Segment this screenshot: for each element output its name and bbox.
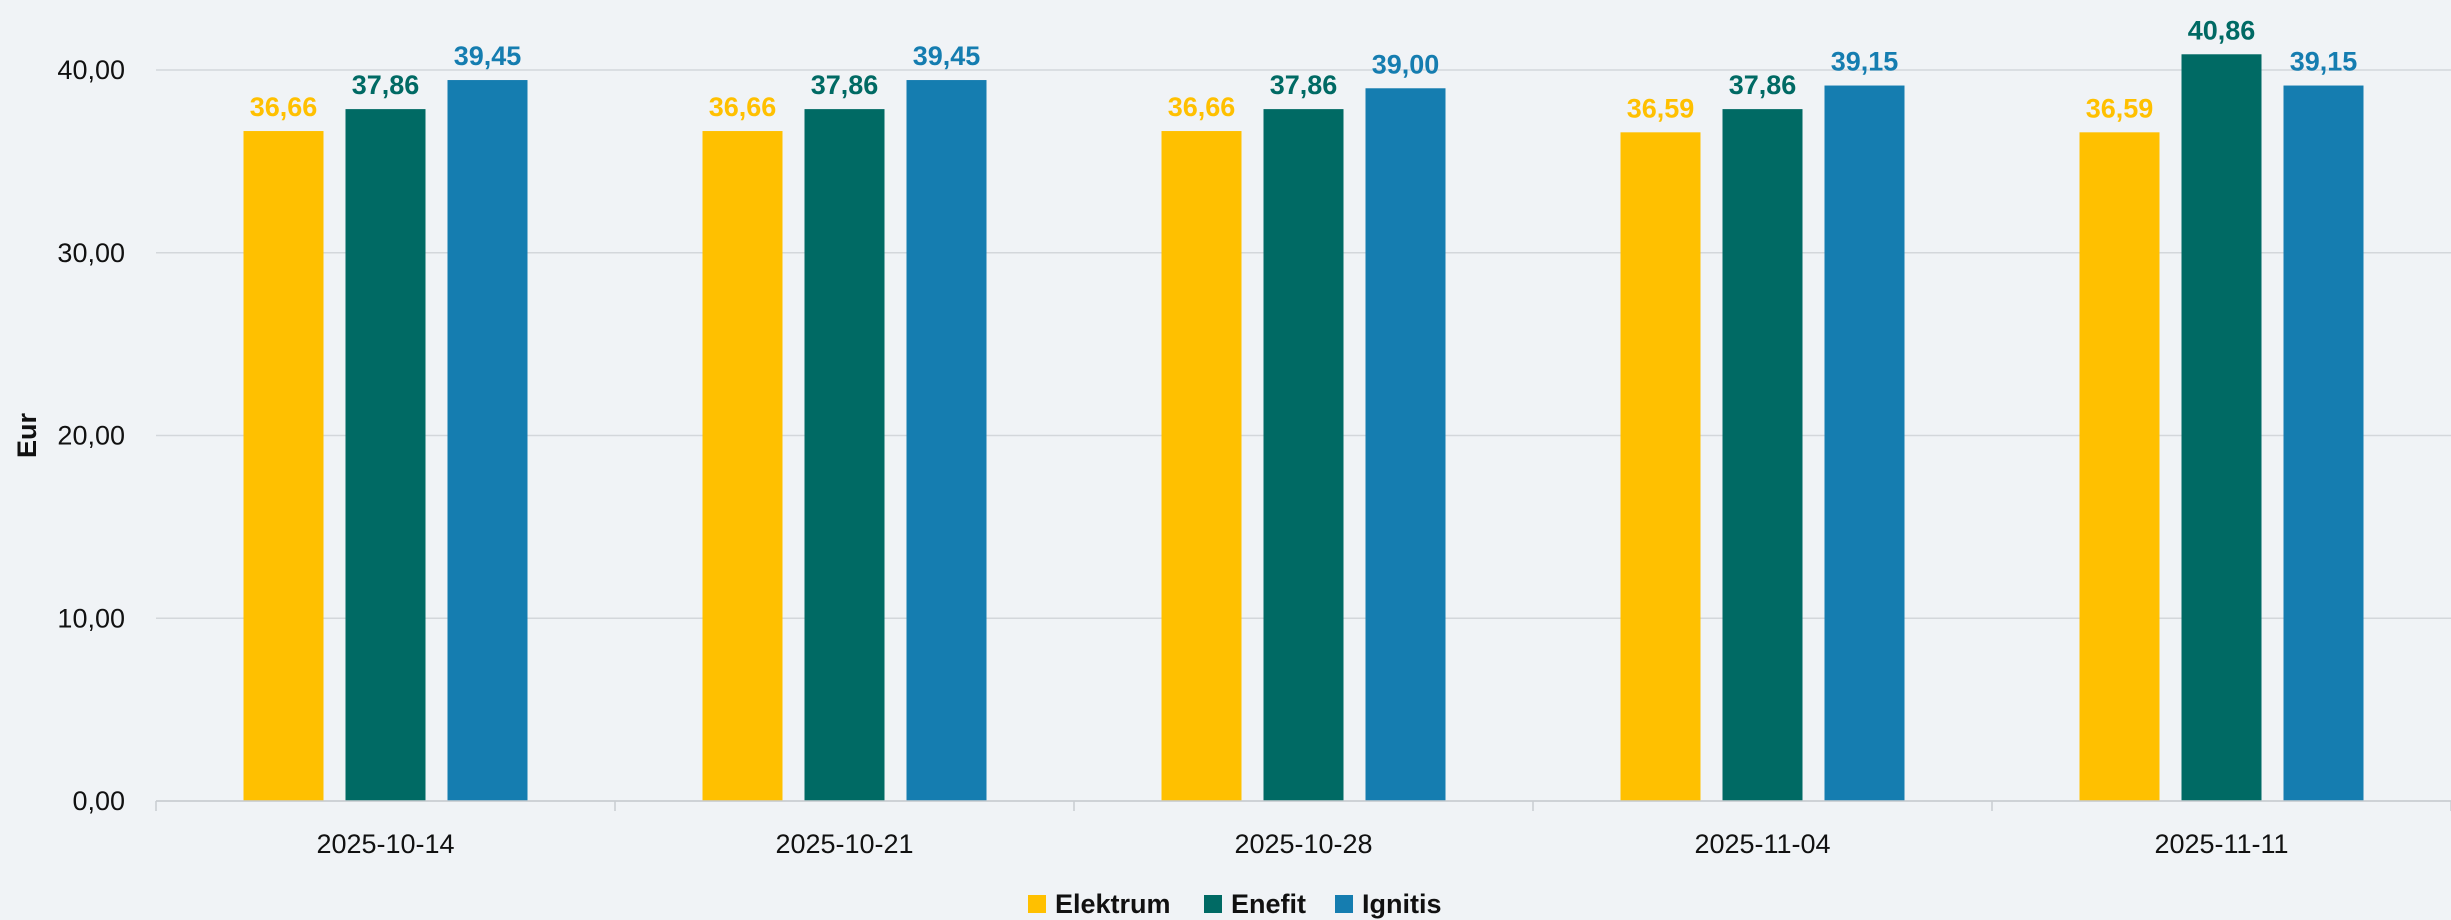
- legend: Elektrum Enefit Ignitis: [1028, 889, 1442, 919]
- y-tick-label: 30,00: [57, 238, 125, 268]
- data-label: 39,45: [913, 41, 981, 71]
- bar: [1620, 132, 1701, 801]
- x-tick-label: 2025-10-14: [316, 829, 454, 859]
- data-label: 36,66: [250, 92, 318, 122]
- data-label: 37,86: [1729, 70, 1797, 100]
- x-tick-label: 2025-11-04: [1694, 829, 1830, 859]
- bar: [2283, 85, 2364, 801]
- bar: [1161, 131, 1242, 801]
- data-label: 36,66: [1168, 92, 1236, 122]
- x-axis: 2025-10-14 2025-10-21 2025-10-28 2025-11-04…: [155, 800, 2451, 859]
- bar: [702, 131, 783, 801]
- bar: [1365, 88, 1446, 801]
- data-label: 37,86: [1270, 70, 1338, 100]
- bar: [2181, 54, 2262, 801]
- bar: [447, 80, 528, 801]
- data-label: 40,86: [2188, 15, 2256, 45]
- x-tick-label: 2025-10-28: [1234, 829, 1372, 859]
- legend-swatch: [1335, 895, 1353, 913]
- legend-label: Ignitis: [1362, 889, 1442, 919]
- legend-swatch: [1204, 895, 1222, 913]
- data-label: 37,86: [352, 70, 420, 100]
- data-label: 39,00: [1372, 49, 1440, 79]
- y-tick-label: 10,00: [57, 603, 125, 633]
- data-label: 36,59: [2086, 93, 2154, 123]
- x-tick-label: 2025-11-11: [2154, 829, 2288, 859]
- legend-label: Enefit: [1231, 889, 1306, 919]
- bar: [345, 109, 426, 801]
- x-tick-label: 2025-10-21: [775, 829, 913, 859]
- bar: [1722, 109, 1803, 801]
- bars: 36,66 37,86 39,45 36,66 37,86 39,45 36,66 37,86…: [243, 15, 2364, 801]
- data-label: 39,15: [2290, 47, 2358, 77]
- data-label: 39,45: [454, 41, 522, 71]
- data-label: 36,66: [709, 92, 777, 122]
- data-label: 39,15: [1831, 47, 1899, 77]
- bar: [243, 131, 324, 801]
- y-tick-label: 20,00: [57, 421, 125, 451]
- bar: [906, 80, 987, 801]
- y-tick-label: 40,00: [57, 55, 125, 85]
- legend-swatch: [1028, 895, 1046, 913]
- data-label: 37,86: [811, 70, 879, 100]
- data-label: 36,59: [1627, 93, 1695, 123]
- bar: [1824, 85, 1905, 801]
- y-axis-ticks: 0,00 10,00 20,00 30,00 40,00: [57, 55, 125, 816]
- y-tick-label: 0,00: [72, 786, 125, 816]
- bar: [804, 109, 885, 801]
- bar: [1263, 109, 1344, 801]
- bar: [2079, 132, 2160, 801]
- y-axis-title: Eur: [12, 413, 42, 459]
- legend-label: Elektrum: [1055, 889, 1171, 919]
